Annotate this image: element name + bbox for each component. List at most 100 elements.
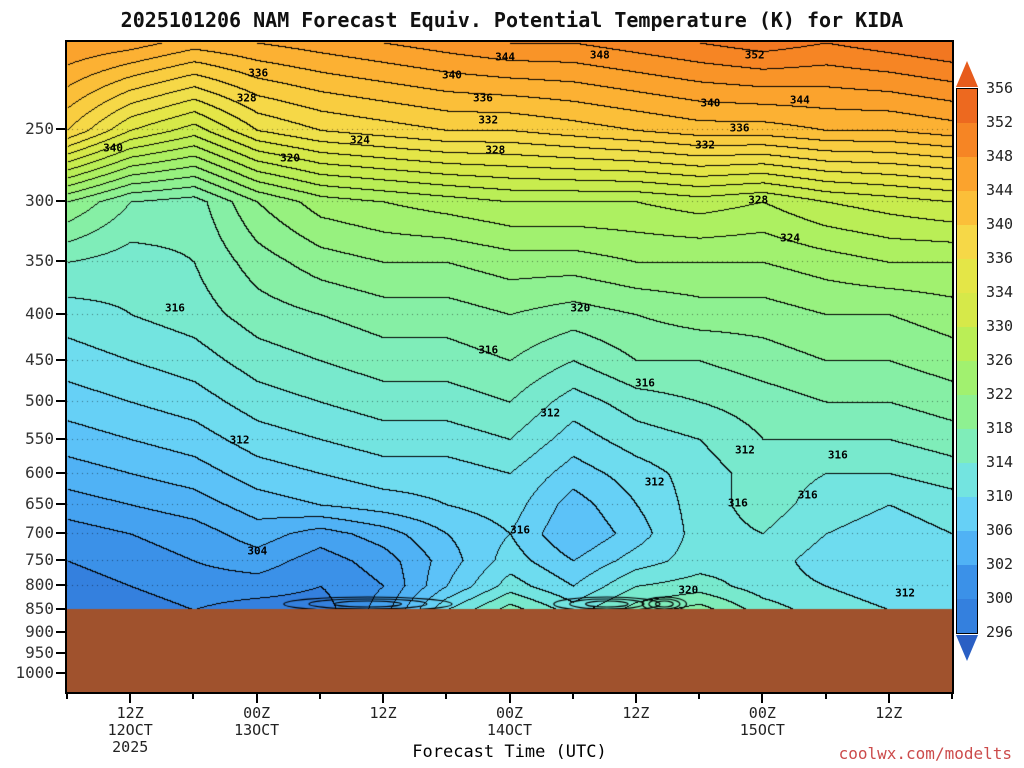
x-axis-tick [634, 694, 637, 703]
colorbar-cell [957, 565, 977, 599]
x-axis-tick [382, 694, 385, 703]
colorbar-tick-label: 340 [986, 215, 1014, 233]
contour-label: 316 [165, 301, 185, 315]
contour-label: 340 [103, 141, 123, 155]
x-axis-tick-label: 12Z [875, 704, 903, 722]
y-axis-tick [56, 260, 65, 263]
y-axis-tick [56, 630, 65, 633]
contour-label: 336 [248, 66, 269, 80]
y-axis-tick [56, 559, 65, 562]
contour-label: 344 [789, 93, 810, 107]
x-axis-tick-label: 12Z [622, 704, 650, 722]
x-axis-minor-tick [824, 694, 827, 699]
contour-label: 336 [473, 91, 493, 105]
colorbar-cell [957, 259, 977, 293]
y-axis-tick-label: 1000 [15, 662, 54, 682]
y-axis-tick-label: 300 [25, 190, 54, 210]
y-axis-tick-label: 800 [25, 575, 54, 595]
y-axis-tick [56, 312, 65, 315]
contour-label: 352 [744, 48, 765, 62]
colorbar-tick-label: 334 [986, 283, 1014, 301]
x-axis-date-label: 14OCT [486, 721, 533, 739]
x-axis-year-label: 2025 [112, 738, 149, 756]
y-axis-tick-label: 650 [25, 494, 54, 513]
x-axis-minor-tick [192, 694, 195, 699]
contour-label: 340 [442, 68, 462, 82]
contour-label: 348 [589, 48, 610, 62]
contour-label: 320 [570, 301, 591, 315]
chart-title: 2025101206 NAM Forecast Equiv. Potential… [120, 8, 904, 32]
x-axis-minor-tick [445, 694, 448, 699]
colorbar-cell [957, 497, 977, 531]
thetae-cross-section-canvas [67, 42, 952, 692]
contour-label: 332 [695, 138, 716, 152]
contour-label: 328 [748, 193, 769, 207]
y-axis-tick-label: 900 [25, 621, 54, 641]
x-axis-title: Forecast Time (UTC) [412, 742, 607, 762]
colorbar-cell [957, 429, 977, 463]
y-axis-tick [56, 437, 65, 440]
contour-label: 316 [827, 448, 848, 462]
x-axis-tick-label: 00Z [495, 704, 524, 722]
contour-label: 312 [644, 475, 665, 489]
colorbar-tick-label: 300 [986, 589, 1014, 607]
colorbar-top-arrow-icon [956, 61, 978, 87]
colorbar-cell [957, 361, 977, 395]
x-axis-tick-label: 00Z [243, 704, 271, 722]
contour-label: 312 [540, 406, 561, 420]
x-axis-date-label: 15OCT [739, 721, 785, 739]
y-axis-tick-label: 850 [25, 599, 54, 619]
contour-label: 316 [727, 496, 748, 510]
contour-label: 332 [478, 113, 499, 127]
y-axis-tick-label: 500 [25, 391, 54, 411]
x-axis-minor-tick [698, 694, 701, 699]
y-axis-tick [56, 199, 65, 202]
colorbar-tick-label: 352 [986, 113, 1014, 131]
colorbar-tick-label: 348 [986, 147, 1014, 165]
contour-label: 316 [634, 376, 655, 390]
contour-label: 312 [895, 586, 916, 600]
y-axis-tick-label: 750 [25, 550, 54, 570]
y-axis-tick-label: 350 [25, 251, 54, 271]
colorbar-bottom-arrow-icon [956, 635, 978, 661]
contour-label: 320 [280, 151, 300, 165]
contour-label: 312 [229, 433, 250, 447]
y-axis-tick [56, 400, 65, 403]
colorbar-tick-label: 306 [986, 521, 1014, 539]
colorbar-tick-label: 296 [986, 623, 1014, 641]
y-axis-tick-label: 600 [25, 462, 54, 482]
y-axis-tick [56, 532, 65, 535]
contour-label: 316 [797, 488, 818, 502]
contour-label: 312 [734, 443, 755, 457]
contour-label: 324 [349, 133, 370, 147]
colorbar-cell [957, 293, 977, 327]
colorbar-cell [957, 395, 977, 429]
x-axis-date-label: 13OCT [234, 721, 280, 739]
x-axis-minor-tick [318, 694, 321, 699]
colorbar-tick-label: 330 [986, 317, 1014, 335]
x-axis-tick-label: 12Z [369, 704, 397, 722]
contour-label: 316 [510, 523, 531, 537]
contour-label: 328 [236, 91, 257, 105]
y-axis-tick-label: 250 [25, 119, 54, 139]
colorbar-tick-label: 310 [986, 487, 1014, 505]
colorbar-tick-label: 318 [986, 419, 1014, 437]
x-axis-minor-tick [951, 694, 953, 699]
colorbar-cell [957, 599, 977, 633]
y-axis-tick [56, 671, 65, 674]
colorbar-tick-label: 356 [986, 79, 1014, 97]
contour-label: 324 [780, 231, 800, 245]
x-axis-tick [508, 694, 511, 703]
contour-label: 316 [478, 343, 499, 357]
contour-label: 328 [485, 143, 506, 157]
x-axis-tick-label: 12Z [116, 704, 144, 722]
y-axis-tick [56, 608, 65, 611]
colorbar-tick-label: 314 [986, 453, 1014, 471]
x-axis-minor-tick [571, 694, 574, 699]
colorbar-body [956, 88, 978, 634]
y-axis-tick [56, 471, 65, 474]
contour-label: 320 [678, 583, 699, 597]
contour-label: 336 [729, 121, 750, 135]
y-axis-tick [56, 651, 65, 654]
y-axis-tick-label: 700 [25, 523, 54, 543]
